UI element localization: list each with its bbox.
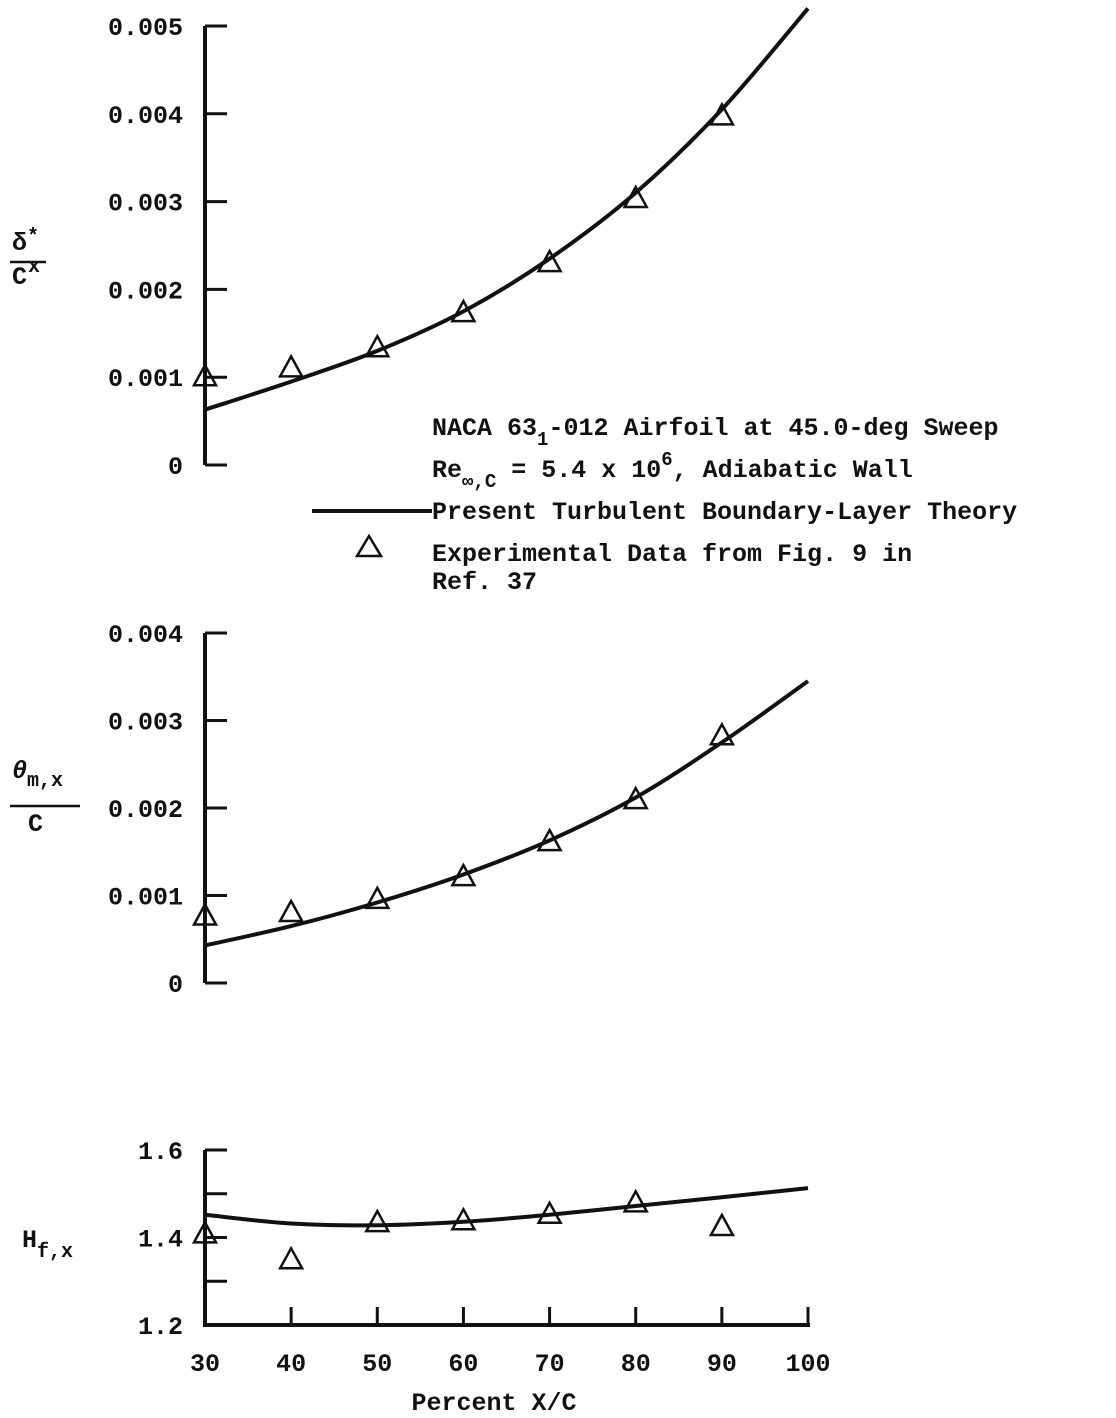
experiment-series [191, 721, 736, 926]
y-label-denominator: C [28, 810, 43, 839]
y-tick-label: 1.6 [138, 1138, 183, 1167]
legend-experiment-label-line2: Ref. 37 [432, 568, 537, 597]
legend-triangle-marker [354, 533, 384, 558]
y-tick-label: 0 [168, 971, 183, 1000]
experiment-point [450, 298, 477, 323]
y-tick-label: 0 [168, 453, 183, 482]
experiment-point [277, 1245, 305, 1270]
svg-text:θm,x: θm,x [12, 757, 63, 793]
x-tick-label: 70 [535, 1350, 565, 1379]
y-tick-label: 0.003 [108, 709, 183, 738]
momentum-thickness-panel: 0 0.001 0.002 0.003 0.004 θm,x C [10, 621, 810, 1000]
y-label-superscript: * [27, 226, 39, 249]
theory-series [204, 1186, 809, 1228]
legend: NACA 631-012 Airfoil at 45.0-deg Sweep R… [312, 414, 1017, 597]
theory-series [204, 7, 810, 412]
experiment-point [277, 898, 305, 923]
experiment-point [450, 862, 477, 887]
shape-factor-panel: 1.2 1.4 1.6 30 40 50 60 70 80 90 100 Hf,x Percent… [22, 1138, 831, 1418]
experiment-point [622, 184, 649, 209]
x-axis-label: Percent X/C [411, 1389, 576, 1418]
y-label-subscript: m,x [27, 770, 63, 793]
experiment-point [708, 1212, 736, 1237]
experiment-point [622, 785, 649, 810]
experiment-point [191, 362, 219, 387]
y-tick-label: 1.4 [138, 1226, 183, 1255]
experiment-point [622, 1188, 649, 1213]
theory-curve [204, 679, 810, 948]
theory-curve [204, 7, 810, 412]
y-label-symbol: δ [12, 229, 27, 258]
svg-text:δ*: δ* [12, 226, 39, 258]
experiment-point [536, 827, 563, 852]
y-tick-label: 0.004 [108, 102, 183, 131]
experiment-point [191, 1219, 219, 1244]
x-ticks: 30 40 50 60 70 80 90 100 [190, 1307, 831, 1379]
experiment-point [450, 1206, 477, 1231]
y-tick-label: 0.001 [108, 884, 183, 913]
displacement-thickness-panel: 0 0.001 0.002 0.003 0.004 0.005 δ* x C [10, 7, 810, 482]
legend-theory-label: Present Turbulent Boundary-Layer Theory [432, 498, 1017, 527]
x-tick-label: 50 [362, 1350, 392, 1379]
y-axis-label: δ* x C [10, 226, 46, 292]
legend-title-line2: Re∞,C = 5.4 x 106, Adiabatic Wall [432, 449, 913, 493]
theory-curve [204, 1186, 809, 1228]
y-ticks: 0 0.001 0.002 0.003 0.004 0.005 [108, 14, 227, 482]
y-tick-label: 0.004 [108, 621, 183, 650]
y-tick-label: 0.002 [108, 796, 183, 825]
legend-experiment-label-line1: Experimental Data from Fig. 9 in [432, 540, 912, 569]
y-ticks: 0 0.001 0.002 0.003 0.004 [108, 621, 227, 1000]
x-tick-label: 40 [276, 1350, 306, 1379]
y-label-denominator: C [12, 263, 27, 292]
experiment-point [536, 1200, 563, 1225]
y-tick-label: 1.2 [138, 1313, 183, 1342]
x-tick-label: 80 [621, 1350, 651, 1379]
y-tick-label: 0.001 [108, 365, 183, 394]
experiment-point [536, 248, 563, 273]
x-tick-label: 90 [707, 1350, 737, 1379]
experiment-point [364, 885, 391, 910]
y-label-subscript: x [28, 256, 40, 279]
experiment-series [191, 1188, 736, 1270]
y-tick-label: 0.005 [108, 14, 183, 43]
y-axis-label: θm,x C [10, 757, 80, 839]
experiment-point [708, 721, 736, 746]
x-tick-label: 30 [190, 1350, 220, 1379]
y-ticks: 1.2 1.4 1.6 [138, 1138, 227, 1342]
experiment-point [277, 353, 305, 378]
x-tick-label: 60 [448, 1350, 478, 1379]
y-tick-label: 0.002 [108, 277, 183, 306]
experiment-point [191, 901, 219, 926]
experiment-point [364, 333, 391, 358]
experiment-point [364, 1208, 391, 1233]
experiment-point [708, 101, 736, 126]
theory-series [204, 679, 810, 948]
y-tick-label: 0.003 [108, 190, 183, 219]
y-axis-label: Hf,x [22, 1226, 73, 1264]
legend-title-line1: NACA 631-012 Airfoil at 45.0-deg Sweep [432, 414, 999, 451]
experiment-series [191, 101, 736, 387]
y-label-symbol: θ [12, 757, 27, 786]
x-tick-label: 100 [785, 1350, 830, 1379]
